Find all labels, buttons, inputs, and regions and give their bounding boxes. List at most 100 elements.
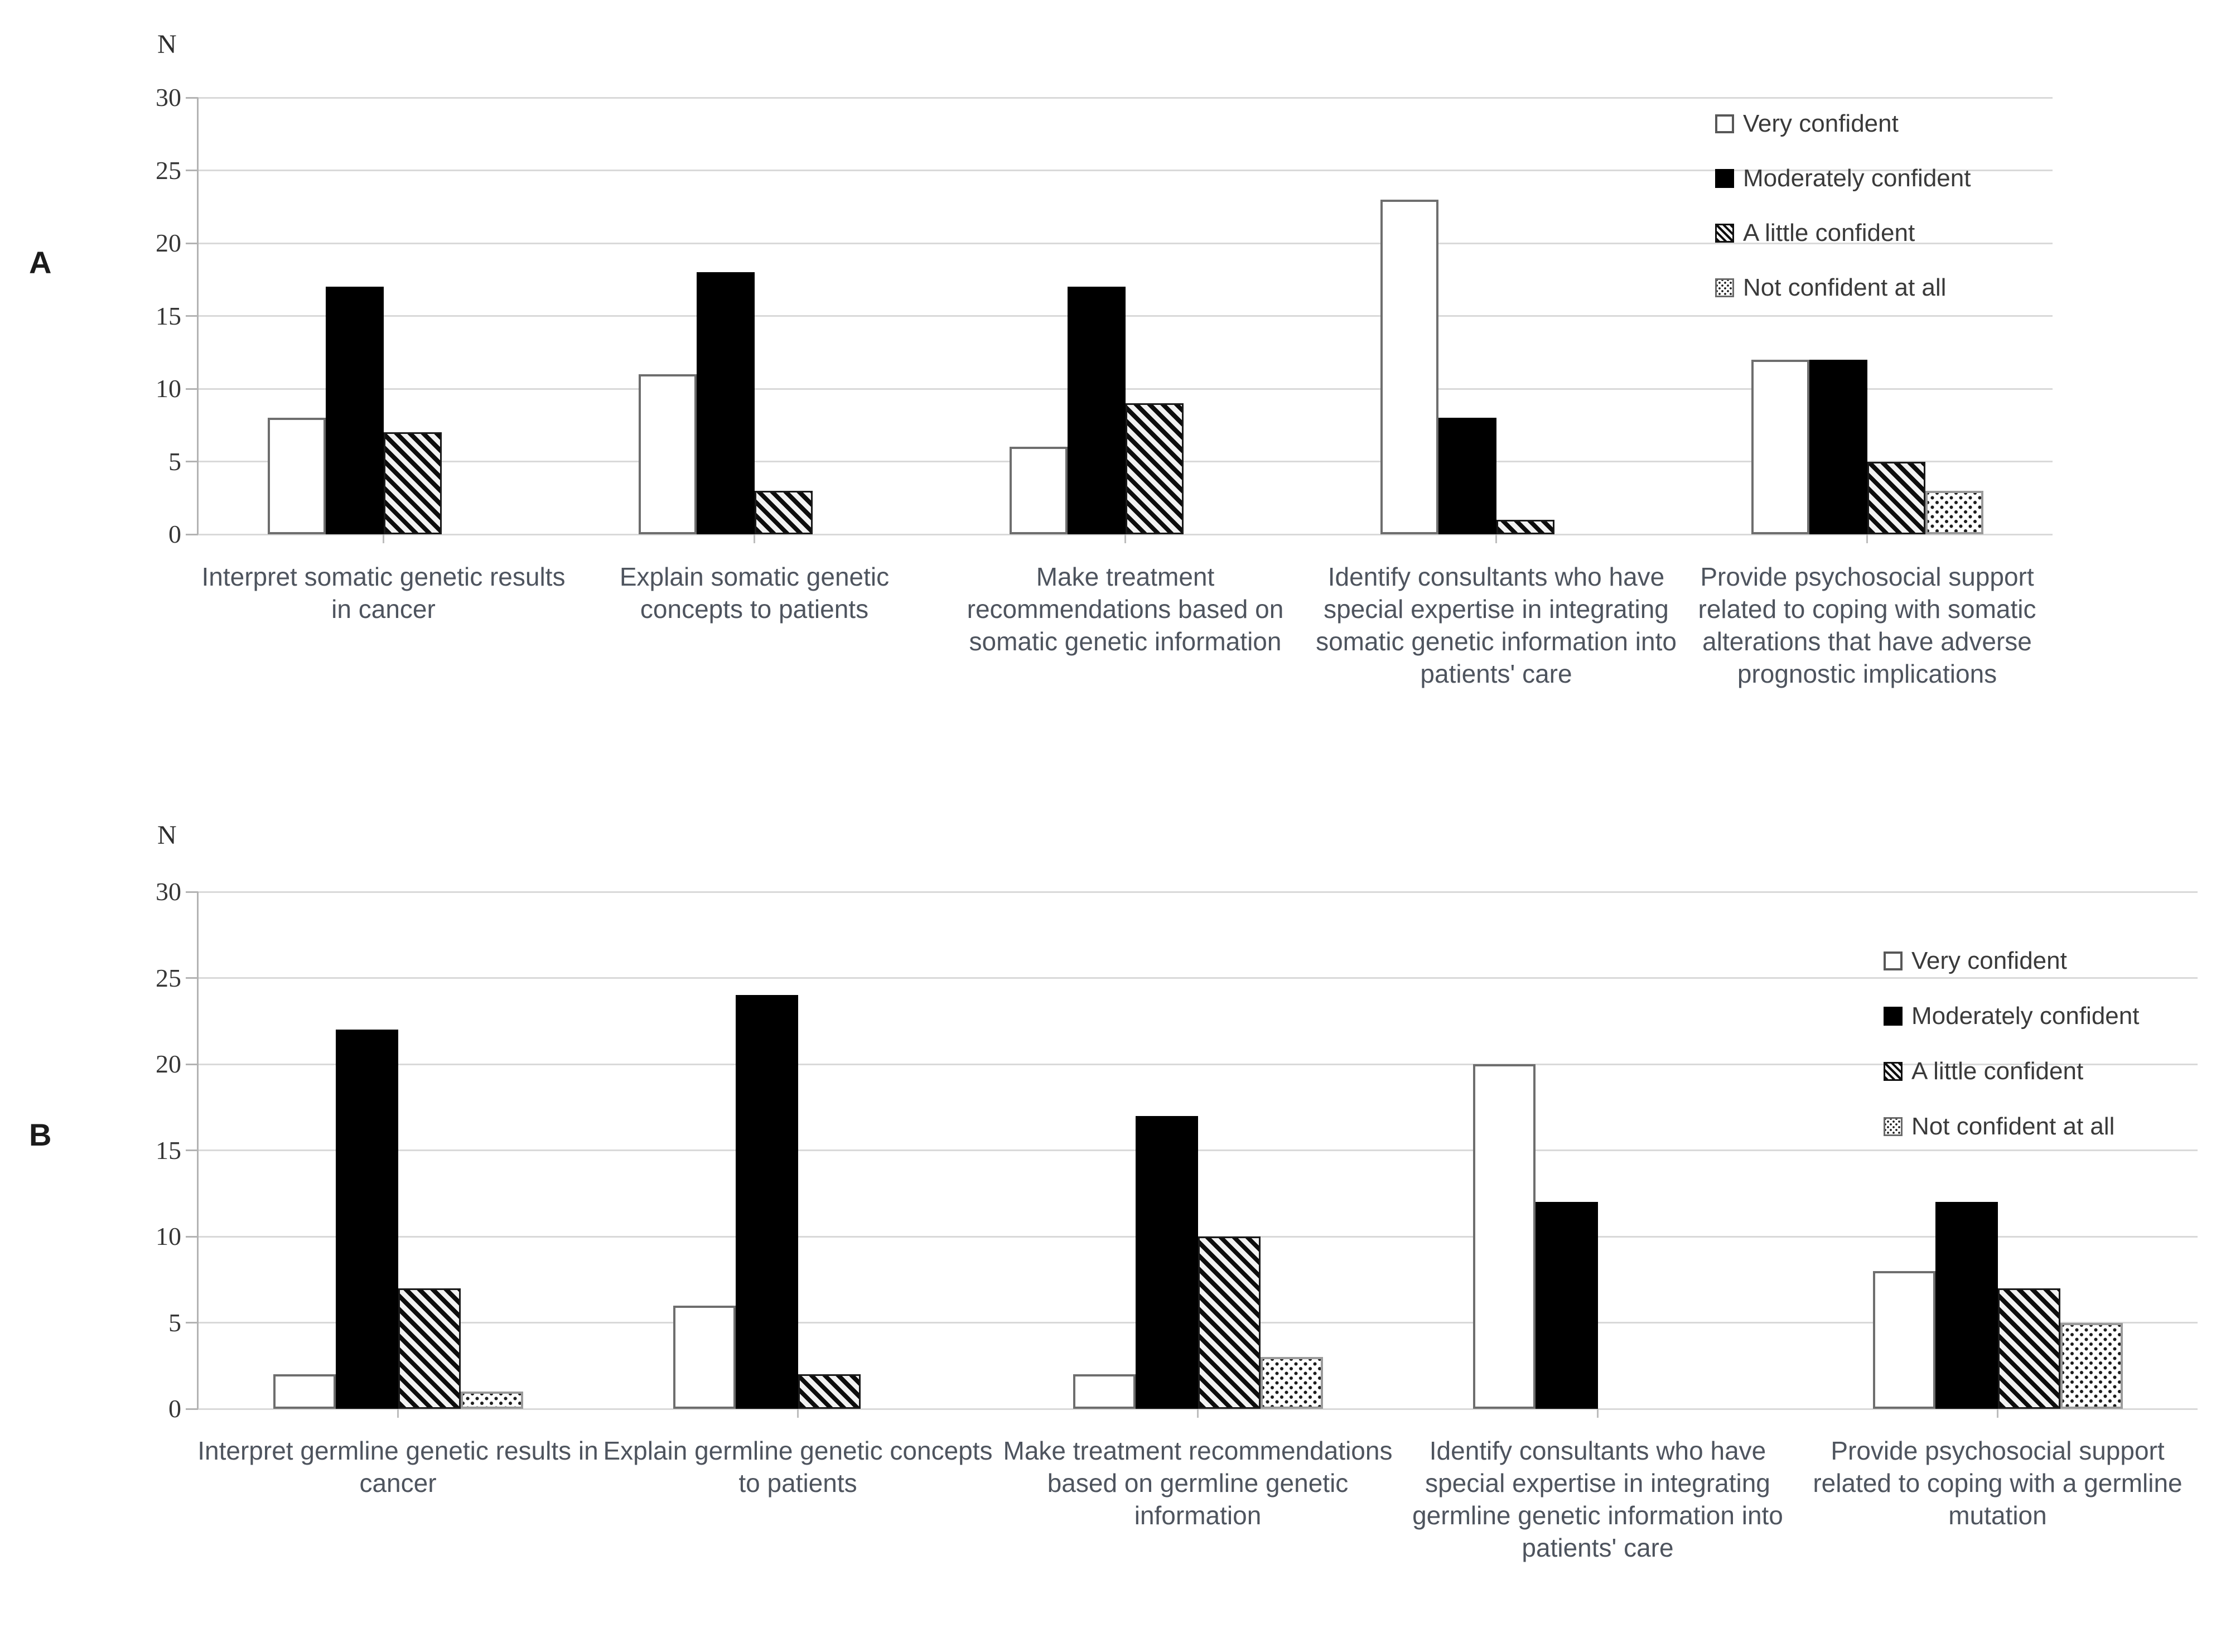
bar-hatch-cat3	[1496, 519, 1554, 534]
y-tick-label-15: 15	[156, 1136, 181, 1165]
bar-hatch-cat1	[798, 1374, 861, 1409]
y-axis-line	[197, 98, 199, 534]
y-tick-20	[186, 1063, 198, 1065]
category-label-0: Interpret somatic genetic results in can…	[201, 562, 566, 624]
legend-item-white: Very confident	[1715, 108, 1899, 139]
category-label-2: Make treatment recommendations based on …	[1003, 1436, 1393, 1530]
bar-white-cat2	[1009, 447, 1068, 534]
legend-swatch-hatch-icon	[1715, 224, 1734, 243]
legend-label-dots: Not confident at all	[1743, 274, 1947, 301]
y-tick-label-5: 5	[168, 447, 181, 476]
y-tick-0	[186, 1408, 198, 1410]
bar-hatch-cat2	[1198, 1236, 1261, 1409]
y-tick-15	[186, 315, 198, 317]
bar-black-cat1	[696, 272, 755, 534]
bar-dots-cat4	[1925, 490, 1983, 534]
bar-hatch-cat1	[754, 490, 813, 534]
bar-hatch-cat2	[1125, 403, 1184, 534]
y-tick-label-15: 15	[156, 301, 181, 330]
y-tick-5	[186, 1322, 198, 1323]
y-tick-label-30: 30	[156, 877, 181, 906]
bar-black-cat3	[1535, 1202, 1598, 1409]
legend-swatch-black-icon	[1715, 169, 1734, 188]
y-tick-label-0: 0	[168, 1394, 181, 1423]
x-tick-4	[1997, 1409, 1998, 1418]
y-tick-10	[186, 1235, 198, 1238]
legend-swatch-black-icon	[1884, 1007, 1903, 1026]
bar-black-cat0	[325, 287, 384, 534]
bar-white-cat1	[673, 1305, 736, 1409]
legend-item-hatch: A little confident	[1715, 218, 1915, 249]
gridline-25	[198, 170, 2053, 171]
bar-black-cat2	[1067, 287, 1126, 534]
category-label-2: Make treatment recommendations based on …	[967, 562, 1284, 656]
gridline-15	[198, 315, 2053, 317]
bar-white-cat4	[1751, 359, 1809, 534]
y-tick-20	[186, 242, 198, 244]
y-tick-label-25: 25	[156, 963, 181, 992]
gridline-20	[198, 1063, 2198, 1065]
legend-item-dots: Not confident at all	[1884, 1111, 2114, 1142]
y-tick-30	[186, 96, 198, 99]
legend-swatch-dots-icon	[1715, 278, 1734, 297]
category-label-1: Explain germline genetic concepts to pat…	[603, 1436, 993, 1498]
legend-label-white: Very confident	[1743, 110, 1899, 137]
y-tick-25	[186, 170, 198, 171]
y-tick-label-0: 0	[168, 520, 181, 548]
panel-a-y-axis-title: N	[157, 30, 177, 59]
gridline-30	[198, 891, 2198, 893]
bar-dots-cat2	[1260, 1357, 1323, 1409]
gridline-20	[198, 242, 2053, 244]
bar-white-cat0	[267, 418, 326, 534]
legend-label-black: Moderately confident	[1743, 165, 1971, 192]
bar-white-cat3	[1472, 1064, 1536, 1409]
bar-dots-cat0	[460, 1392, 523, 1409]
gridline-30	[198, 96, 2053, 99]
legend-item-black: Moderately confident	[1884, 1001, 2139, 1032]
legend-item-black: Moderately confident	[1715, 163, 1971, 194]
bar-black-cat4	[1935, 1202, 1998, 1409]
y-tick-label-10: 10	[156, 374, 181, 403]
bar-black-cat1	[735, 995, 798, 1409]
bar-black-cat2	[1135, 1115, 1198, 1409]
category-label-3: Identify consultants who have special ex…	[1316, 562, 1677, 688]
x-tick-1	[754, 534, 755, 543]
y-tick-15	[186, 1149, 198, 1151]
y-tick-label-25: 25	[156, 156, 181, 185]
legend-swatch-hatch-icon	[1884, 1062, 1903, 1081]
bar-hatch-cat4	[1867, 461, 1925, 534]
x-tick-2	[1124, 534, 1126, 543]
y-tick-label-30: 30	[156, 83, 181, 112]
y-tick-label-10: 10	[156, 1222, 181, 1250]
legend-label-white: Very confident	[1911, 947, 2067, 974]
category-label-4: Provide psychosocial support related to …	[1813, 1436, 2183, 1530]
panel-b-y-axis-title: N	[157, 820, 177, 850]
legend-label-hatch: A little confident	[1911, 1057, 2084, 1085]
legend-swatch-white-icon	[1884, 951, 1903, 970]
legend-item-hatch: A little confident	[1884, 1056, 2083, 1087]
x-tick-0	[383, 534, 384, 543]
panel-a-letter: A	[29, 245, 52, 280]
bar-white-cat0	[273, 1374, 336, 1409]
gridline-15	[198, 1149, 2198, 1151]
legend-label-dots: Not confident at all	[1911, 1113, 2115, 1140]
x-tick-4	[1866, 534, 1868, 543]
y-tick-5	[186, 461, 198, 462]
legend-item-white: Very confident	[1884, 945, 2067, 977]
x-tick-2	[1197, 1409, 1199, 1418]
legend-label-hatch: A little confident	[1743, 219, 1915, 247]
bar-white-cat3	[1380, 199, 1438, 534]
category-label-4: Provide psychosocial support related to …	[1698, 562, 2036, 688]
legend-swatch-dots-icon	[1884, 1117, 1903, 1136]
legend-item-dots: Not confident at all	[1715, 272, 1946, 303]
y-tick-0	[186, 533, 198, 535]
gridline-25	[198, 977, 2198, 979]
category-label-0: Interpret germline genetic results in ca…	[197, 1436, 598, 1498]
bar-hatch-cat4	[1997, 1288, 2060, 1409]
bar-black-cat4	[1809, 359, 1867, 534]
y-tick-10	[186, 388, 198, 390]
y-tick-30	[186, 891, 198, 893]
y-tick-label-20: 20	[156, 229, 181, 257]
x-tick-0	[397, 1409, 399, 1418]
